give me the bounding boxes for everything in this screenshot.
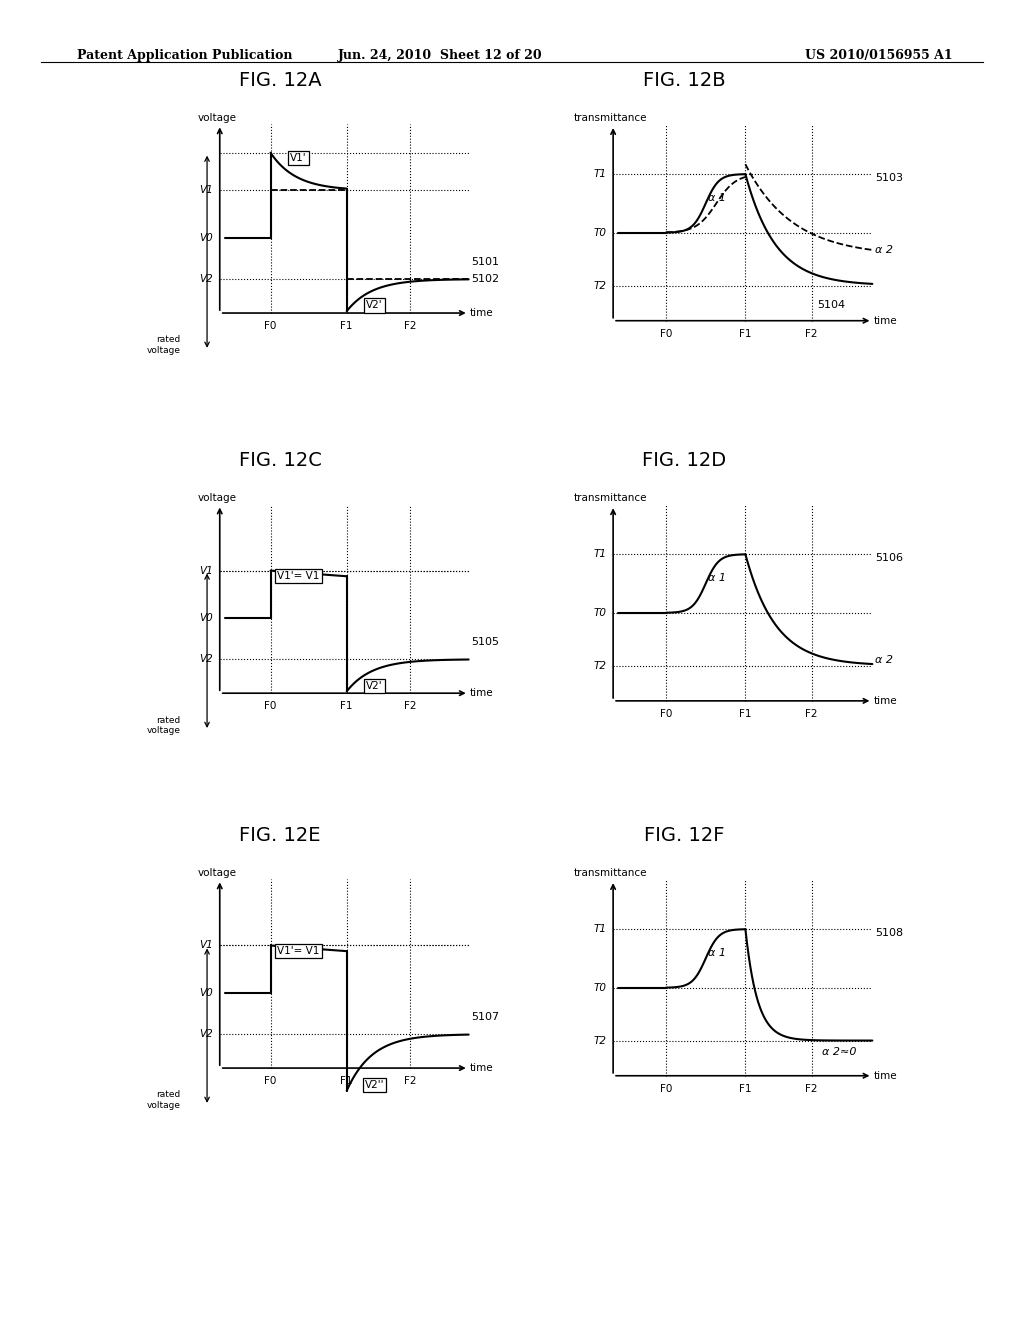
Text: F2: F2	[403, 701, 417, 710]
Text: time: time	[470, 1063, 494, 1073]
Text: time: time	[873, 315, 897, 326]
Text: F0: F0	[659, 329, 672, 338]
Text: 5106: 5106	[876, 553, 903, 564]
Text: voltage: voltage	[198, 112, 237, 123]
Text: V2': V2'	[367, 681, 383, 690]
Text: F2: F2	[805, 709, 818, 718]
Text: F1: F1	[340, 321, 353, 330]
Text: time: time	[470, 308, 494, 318]
Text: US 2010/0156955 A1: US 2010/0156955 A1	[805, 49, 952, 62]
Text: T2: T2	[594, 281, 606, 290]
Text: V0: V0	[200, 612, 213, 623]
Text: time: time	[470, 688, 494, 698]
Text: T0: T0	[594, 983, 606, 993]
Text: FIG. 12A: FIG. 12A	[239, 71, 322, 90]
Text: Patent Application Publication: Patent Application Publication	[77, 49, 292, 62]
Text: FIG. 12E: FIG. 12E	[240, 826, 321, 845]
Text: V2'': V2''	[365, 1080, 384, 1090]
Text: F0: F0	[264, 1076, 276, 1085]
Text: T1: T1	[594, 169, 606, 180]
Text: F0: F0	[659, 709, 672, 718]
Text: rated
voltage: rated voltage	[146, 1090, 180, 1110]
Text: V1: V1	[200, 565, 213, 576]
Text: F0: F0	[264, 321, 276, 330]
Text: F2: F2	[805, 1084, 818, 1093]
Text: F1: F1	[739, 1084, 752, 1093]
Text: T1: T1	[594, 924, 606, 935]
Text: F1: F1	[739, 329, 752, 338]
Text: T1: T1	[594, 549, 606, 560]
Text: F1: F1	[340, 701, 353, 710]
Text: F0: F0	[659, 1084, 672, 1093]
Text: V1: V1	[200, 185, 213, 195]
Text: V2: V2	[200, 655, 213, 664]
Text: 5105: 5105	[471, 638, 499, 647]
Text: transmittance: transmittance	[573, 869, 647, 878]
Text: F2: F2	[403, 1076, 417, 1085]
Text: α 2: α 2	[876, 655, 893, 665]
Text: V2': V2'	[367, 301, 383, 310]
Text: time: time	[873, 696, 897, 706]
Text: α 2: α 2	[876, 246, 893, 255]
Text: α 1: α 1	[709, 573, 726, 582]
Text: voltage: voltage	[198, 492, 237, 503]
Text: V1': V1'	[290, 153, 307, 164]
Text: V0: V0	[200, 987, 213, 998]
Text: 5103: 5103	[876, 173, 903, 183]
Text: FIG. 12F: FIG. 12F	[644, 826, 725, 845]
Text: FIG. 12D: FIG. 12D	[642, 451, 727, 470]
Text: rated
voltage: rated voltage	[146, 715, 180, 735]
Text: T0: T0	[594, 228, 606, 238]
Text: 5101: 5101	[471, 257, 499, 267]
Text: T2: T2	[594, 1036, 606, 1045]
Text: V0: V0	[200, 232, 213, 243]
Text: FIG. 12C: FIG. 12C	[239, 451, 322, 470]
Text: F1: F1	[340, 1076, 353, 1085]
Text: V1'= V1: V1'= V1	[278, 572, 319, 581]
Text: transmittance: transmittance	[573, 494, 647, 503]
Text: F0: F0	[264, 701, 276, 710]
Text: α 2≈0: α 2≈0	[822, 1047, 857, 1057]
Text: F1: F1	[739, 709, 752, 718]
Text: time: time	[873, 1071, 897, 1081]
Text: T0: T0	[594, 609, 606, 618]
Text: V2: V2	[200, 1030, 213, 1039]
Text: Jun. 24, 2010  Sheet 12 of 20: Jun. 24, 2010 Sheet 12 of 20	[338, 49, 543, 62]
Text: 5104: 5104	[817, 300, 845, 310]
Text: 5108: 5108	[876, 928, 903, 939]
Text: V1'= V1: V1'= V1	[278, 946, 319, 956]
Text: F2: F2	[403, 321, 417, 330]
Text: V2: V2	[200, 275, 213, 284]
Text: 5102: 5102	[471, 275, 500, 284]
Text: α 1: α 1	[709, 948, 726, 957]
Text: α 1: α 1	[709, 193, 726, 202]
Text: V1: V1	[200, 940, 213, 950]
Text: FIG. 12B: FIG. 12B	[643, 71, 726, 90]
Text: 5107: 5107	[471, 1012, 500, 1022]
Text: F2: F2	[805, 329, 818, 338]
Text: voltage: voltage	[198, 867, 237, 878]
Text: rated
voltage: rated voltage	[146, 335, 180, 355]
Text: transmittance: transmittance	[573, 114, 647, 123]
Text: T2: T2	[594, 661, 606, 671]
